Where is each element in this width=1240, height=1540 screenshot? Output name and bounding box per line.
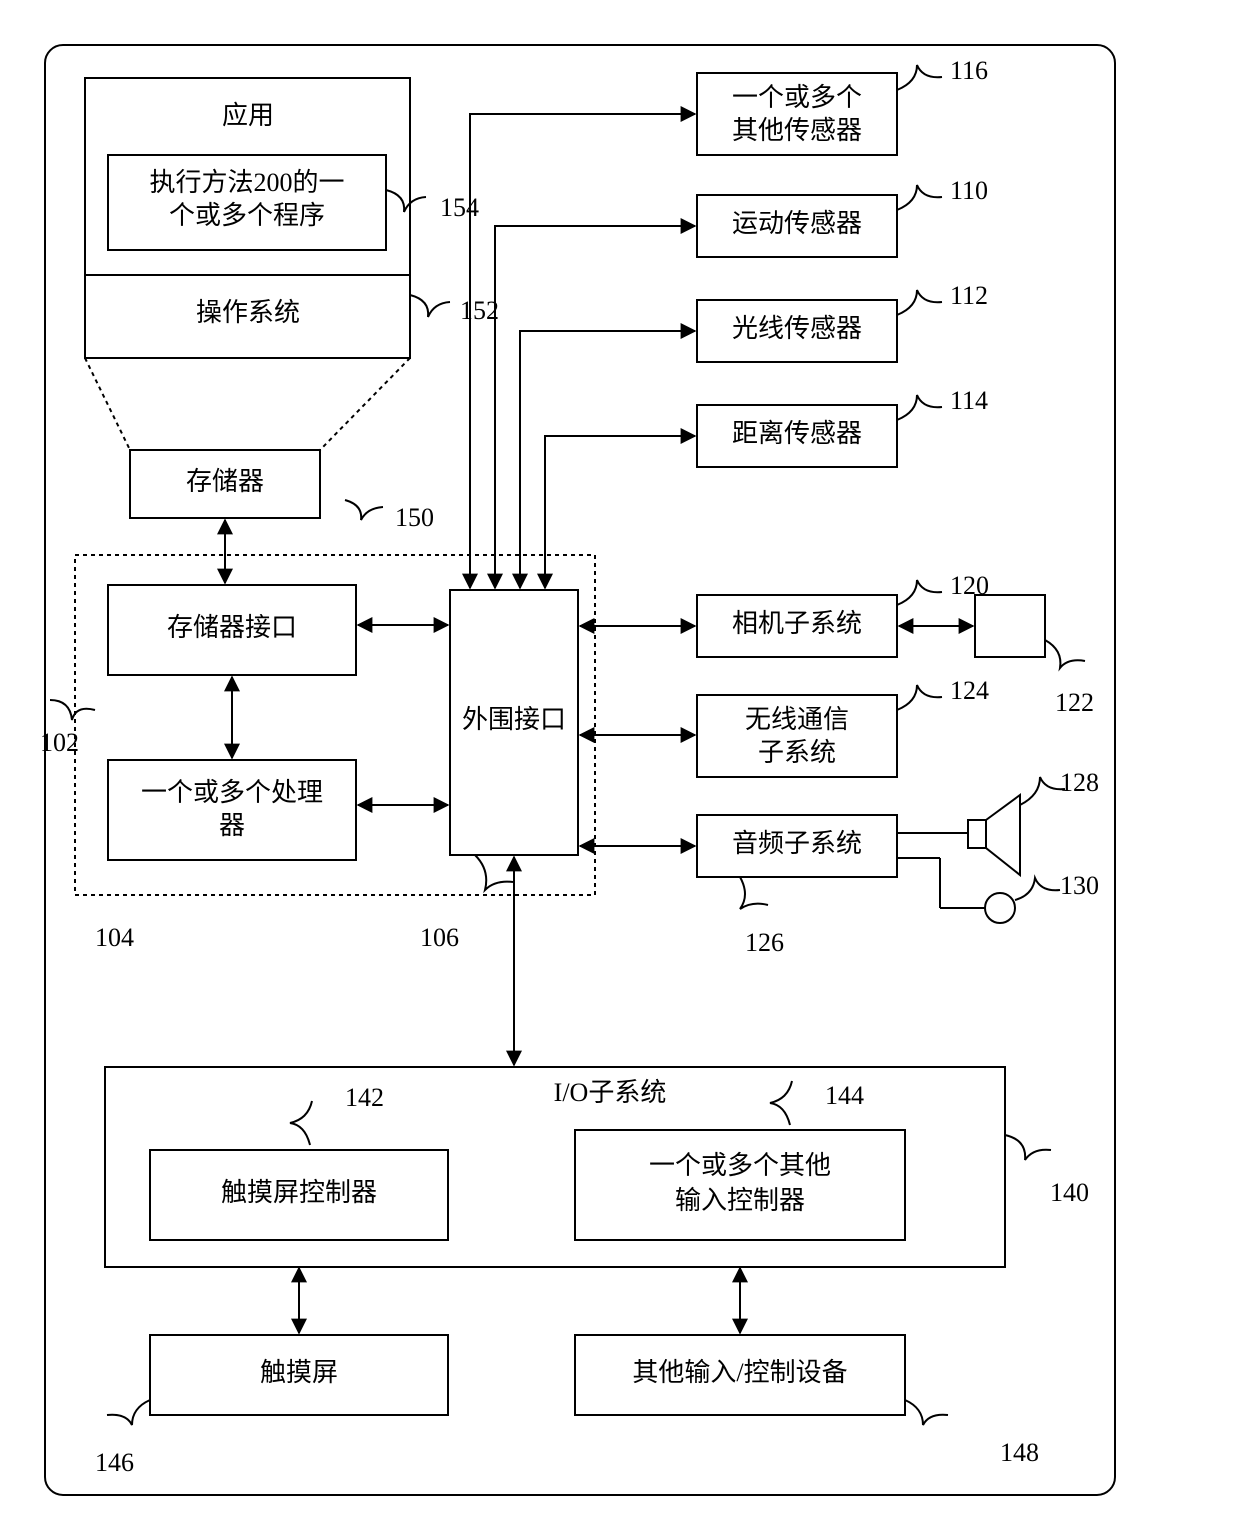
cpu-l1: 一个或多个处理 — [141, 778, 323, 807]
motion-label: 运动传感器 — [732, 209, 862, 238]
dist-label: 距离传感器 — [732, 419, 862, 448]
light-label: 光线传感器 — [732, 314, 862, 343]
ref-154: 154 — [440, 193, 479, 222]
programs-l2: 个或多个程序 — [169, 201, 325, 230]
programs-l1: 执行方法200的一 — [149, 168, 344, 197]
ref-128: 128 — [1060, 768, 1099, 797]
camera-label: 相机子系统 — [732, 609, 862, 638]
ref-126: 126 — [745, 928, 784, 957]
ref-152: 152 — [460, 296, 499, 325]
io-title: I/O子系统 — [554, 1078, 667, 1107]
wireless-l1: 无线通信 — [745, 705, 849, 734]
touchscreen-label: 触摸屏 — [260, 1358, 338, 1387]
touchctrl-label: 触摸屏控制器 — [221, 1178, 377, 1207]
audio-label: 音频子系统 — [732, 829, 862, 858]
ref-146: 146 — [95, 1448, 134, 1477]
wireless-l2: 子系统 — [758, 738, 836, 767]
diagram-root: 应用 执行方法200的一 个或多个程序 154 操作系统 152 存储器 150… — [0, 0, 1240, 1540]
other-sensors-l2: 其他传感器 — [732, 116, 862, 145]
other-sensors-l1: 一个或多个 — [732, 83, 862, 112]
app-label: 应用 — [222, 101, 274, 130]
optical-box — [975, 595, 1045, 657]
ref-102: 102 — [40, 728, 79, 757]
ref-130: 130 — [1060, 871, 1099, 900]
ref-144: 144 — [825, 1081, 864, 1110]
ref-142: 142 — [345, 1083, 384, 1112]
otherdev-label: 其他输入/控制设备 — [632, 1358, 847, 1387]
ref-150: 150 — [395, 503, 434, 532]
ref-114: 114 — [950, 386, 988, 415]
cpu-l2: 器 — [219, 811, 245, 840]
ref-106: 106 — [420, 923, 459, 952]
ref-104: 104 — [95, 923, 134, 952]
periph-label: 外围接口 — [462, 705, 566, 734]
otherctrl-l1: 一个或多个其他 — [649, 1151, 831, 1180]
otherctrl-l2: 输入控制器 — [675, 1186, 805, 1215]
ref-112: 112 — [950, 281, 988, 310]
memory-label: 存储器 — [186, 467, 264, 496]
ref-124: 124 — [950, 676, 989, 705]
ref-116: 116 — [950, 56, 988, 85]
os-label: 操作系统 — [196, 298, 300, 327]
ref-140: 140 — [1050, 1178, 1089, 1207]
ref-122: 122 — [1055, 688, 1094, 717]
speaker-base — [968, 820, 986, 848]
ref-110: 110 — [950, 176, 988, 205]
mic-icon — [985, 893, 1015, 923]
ref-148: 148 — [1000, 1438, 1039, 1467]
memif-label: 存储器接口 — [167, 613, 297, 642]
